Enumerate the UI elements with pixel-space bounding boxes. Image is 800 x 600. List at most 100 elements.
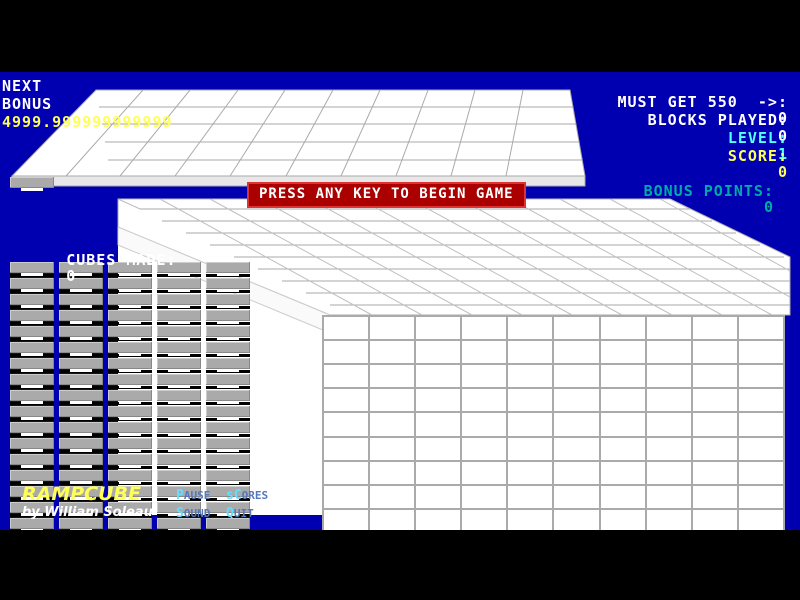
brick[interactable] [59, 326, 103, 340]
brick[interactable] [10, 374, 54, 388]
game-menu[interactable]: PAUSE sCORES SOUND QUIT [176, 487, 286, 523]
wall-cell[interactable] [553, 460, 600, 485]
brick[interactable] [108, 294, 152, 308]
wall-cell[interactable] [369, 316, 416, 341]
wall-cell[interactable] [507, 460, 554, 485]
brick[interactable] [157, 486, 201, 500]
block-stack[interactable] [206, 262, 250, 530]
brick[interactable] [10, 502, 54, 516]
brick[interactable] [108, 486, 152, 500]
wall-cell[interactable] [507, 340, 554, 365]
wall-cell[interactable] [691, 484, 738, 509]
wall-cell[interactable] [645, 484, 692, 509]
brick[interactable] [206, 294, 250, 308]
brick[interactable] [157, 438, 201, 452]
wall-cell[interactable] [737, 340, 784, 365]
brick[interactable] [108, 502, 152, 516]
brick[interactable] [10, 454, 54, 468]
brick[interactable] [59, 374, 103, 388]
brick[interactable] [59, 486, 103, 500]
wall-cell[interactable] [553, 316, 600, 341]
wall-cell[interactable] [369, 436, 416, 461]
wall-cell[interactable] [553, 388, 600, 413]
brick[interactable] [59, 470, 103, 484]
brick[interactable] [157, 390, 201, 404]
brick[interactable] [59, 422, 103, 436]
brick[interactable] [108, 342, 152, 356]
wall-cell[interactable] [599, 436, 646, 461]
wall-cell[interactable] [461, 364, 508, 389]
brick[interactable] [157, 310, 201, 324]
wall-cell[interactable] [507, 484, 554, 509]
brick[interactable] [59, 310, 103, 324]
brick[interactable] [157, 374, 201, 388]
wall-cell[interactable] [415, 412, 462, 437]
brick[interactable] [10, 486, 54, 500]
brick[interactable] [206, 518, 250, 530]
brick[interactable] [206, 342, 250, 356]
brick[interactable] [59, 390, 103, 404]
wall-cell[interactable] [369, 340, 416, 365]
wall-cell[interactable] [369, 484, 416, 509]
wall-cell[interactable] [415, 508, 462, 530]
brick[interactable] [108, 470, 152, 484]
wall-cell[interactable] [415, 436, 462, 461]
wall-cell[interactable] [461, 412, 508, 437]
wall-cell[interactable] [415, 316, 462, 341]
wall-cell[interactable] [553, 364, 600, 389]
wall-cell[interactable] [599, 340, 646, 365]
brick[interactable] [157, 422, 201, 436]
brick[interactable] [206, 358, 250, 372]
wall-cell[interactable] [737, 436, 784, 461]
block-stack[interactable] [59, 262, 103, 530]
wall-cell[interactable] [461, 508, 508, 530]
wall-cell[interactable] [369, 388, 416, 413]
wall-cell[interactable] [369, 412, 416, 437]
brick[interactable] [10, 342, 54, 356]
wall-cell[interactable] [461, 388, 508, 413]
brick[interactable] [59, 342, 103, 356]
brick[interactable] [108, 406, 152, 420]
brick[interactable] [10, 406, 54, 420]
brick[interactable] [206, 310, 250, 324]
wall-cell[interactable] [323, 484, 370, 509]
wall-cell[interactable] [553, 436, 600, 461]
brick[interactable] [59, 518, 103, 530]
wall-cell[interactable] [645, 412, 692, 437]
brick[interactable] [59, 278, 103, 292]
brick[interactable] [59, 454, 103, 468]
wall-cell[interactable] [737, 412, 784, 437]
brick[interactable] [157, 262, 201, 276]
wall-cell[interactable] [691, 436, 738, 461]
brick[interactable] [157, 294, 201, 308]
wall-cell[interactable] [691, 316, 738, 341]
wall-cell[interactable] [415, 484, 462, 509]
brick[interactable] [10, 390, 54, 404]
wall-cell[interactable] [461, 316, 508, 341]
block-stack[interactable] [157, 262, 201, 530]
brick[interactable] [10, 358, 54, 372]
brick[interactable] [157, 406, 201, 420]
wall-cell[interactable] [415, 388, 462, 413]
brick[interactable] [206, 374, 250, 388]
brick[interactable] [108, 390, 152, 404]
menu-item-sound[interactable]: SOUND [176, 505, 226, 523]
wall-cell[interactable] [323, 316, 370, 341]
brick[interactable] [108, 518, 152, 530]
brick[interactable] [157, 326, 201, 340]
wall-cell[interactable] [507, 364, 554, 389]
brick[interactable] [10, 438, 54, 452]
wall-cell[interactable] [737, 316, 784, 341]
wall-cell[interactable] [553, 340, 600, 365]
wall-cell[interactable] [645, 508, 692, 530]
press-any-key-banner[interactable]: PRESS ANY KEY TO BEGIN GAME [247, 182, 526, 208]
wall-cell[interactable] [691, 460, 738, 485]
brick[interactable] [10, 518, 54, 530]
brick[interactable] [59, 406, 103, 420]
wall-cell[interactable] [553, 484, 600, 509]
brick[interactable] [206, 454, 250, 468]
wall-cell[interactable] [507, 388, 554, 413]
brick[interactable] [206, 422, 250, 436]
wall-cell[interactable] [323, 388, 370, 413]
wall-cell[interactable] [737, 388, 784, 413]
